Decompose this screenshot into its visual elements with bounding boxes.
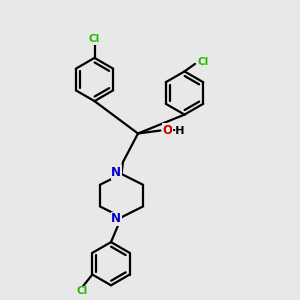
Text: ·H: ·H [172, 125, 186, 136]
Text: N: N [111, 166, 121, 179]
Text: Cl: Cl [89, 34, 100, 44]
Text: Cl: Cl [198, 57, 209, 68]
Text: O: O [162, 124, 172, 137]
Text: N: N [111, 212, 121, 225]
Text: Cl: Cl [76, 286, 87, 296]
